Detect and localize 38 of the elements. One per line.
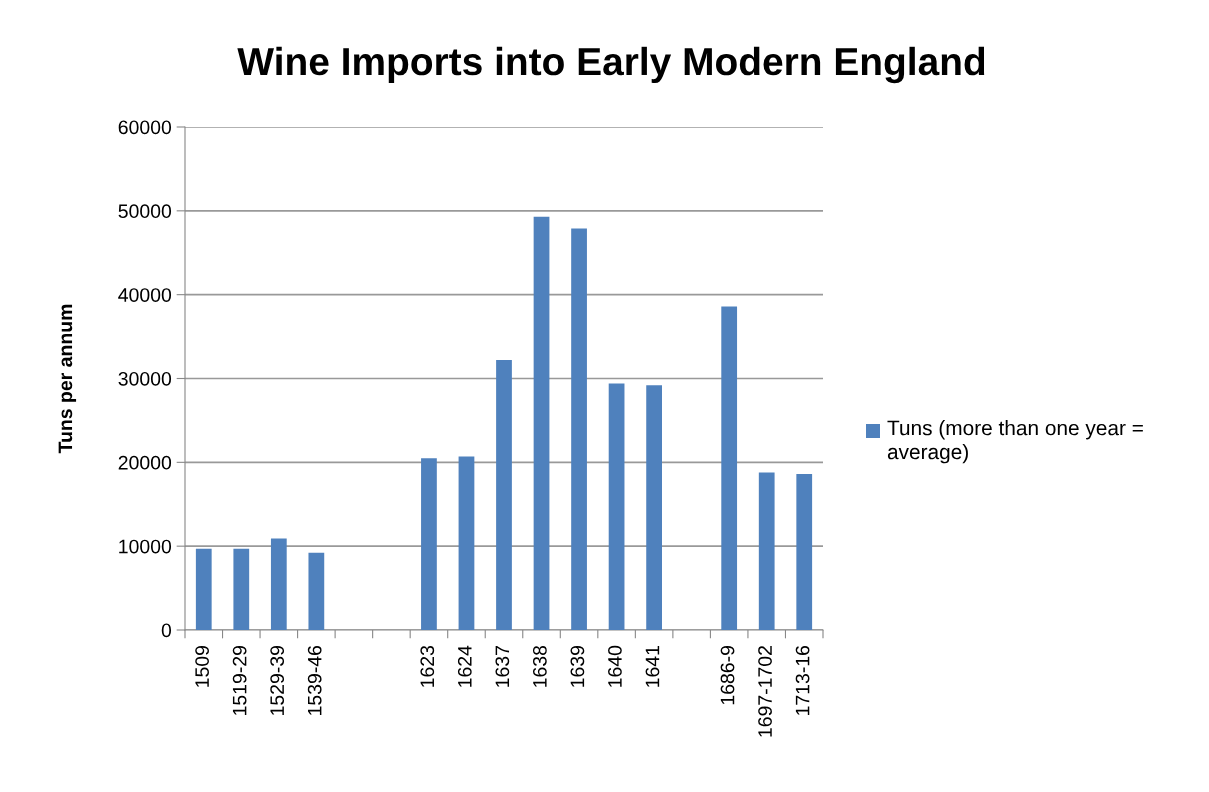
bar bbox=[646, 385, 662, 630]
bar bbox=[796, 474, 813, 630]
x-tick-label: 1638 bbox=[532, 645, 547, 687]
y-tick-label: 50000 bbox=[118, 204, 172, 219]
bar bbox=[721, 306, 738, 630]
bar bbox=[533, 216, 550, 630]
bar bbox=[421, 458, 437, 630]
x-tick-label: 1686-9 bbox=[720, 646, 735, 705]
x-tick-label: 1640 bbox=[608, 645, 622, 687]
bar bbox=[458, 456, 475, 630]
chart-title: Wine Imports into Early Modern England bbox=[237, 46, 985, 84]
x-tick-label: 1529-39 bbox=[270, 646, 285, 715]
x-tick-label: 1697-1702 bbox=[758, 646, 772, 737]
y-tick-label: 30000 bbox=[118, 371, 172, 386]
y-tick-label: 20000 bbox=[118, 455, 172, 470]
x-tick-label: 1637 bbox=[495, 646, 510, 687]
bar bbox=[571, 228, 587, 630]
bar bbox=[233, 548, 250, 630]
y-tick-label: 60000 bbox=[118, 120, 172, 135]
x-tick-label: 1713-16 bbox=[795, 645, 810, 715]
x-tick-label: 1641 bbox=[645, 646, 660, 687]
bar bbox=[195, 548, 212, 630]
x-tick-label: 1623 bbox=[420, 645, 435, 687]
x-tick-label: 1539-46 bbox=[307, 645, 322, 715]
x-tick-label: 1519-29 bbox=[232, 646, 247, 715]
bar bbox=[758, 472, 775, 630]
y-tick-label: 40000 bbox=[118, 288, 172, 302]
x-tick-label: 1639 bbox=[570, 646, 585, 687]
x-tick-label: 1624 bbox=[457, 645, 472, 687]
bar bbox=[270, 538, 287, 630]
x-tick-label: 1509 bbox=[195, 646, 209, 687]
bar bbox=[608, 383, 625, 630]
bar bbox=[308, 552, 325, 630]
legend-label: Tuns (more than one year = average) bbox=[887, 420, 1143, 464]
y-tick-label: 0 bbox=[161, 623, 172, 638]
y-axis-title: Tuns per annum bbox=[58, 304, 77, 454]
bar bbox=[496, 360, 512, 630]
y-tick-label: 10000 bbox=[119, 539, 172, 554]
